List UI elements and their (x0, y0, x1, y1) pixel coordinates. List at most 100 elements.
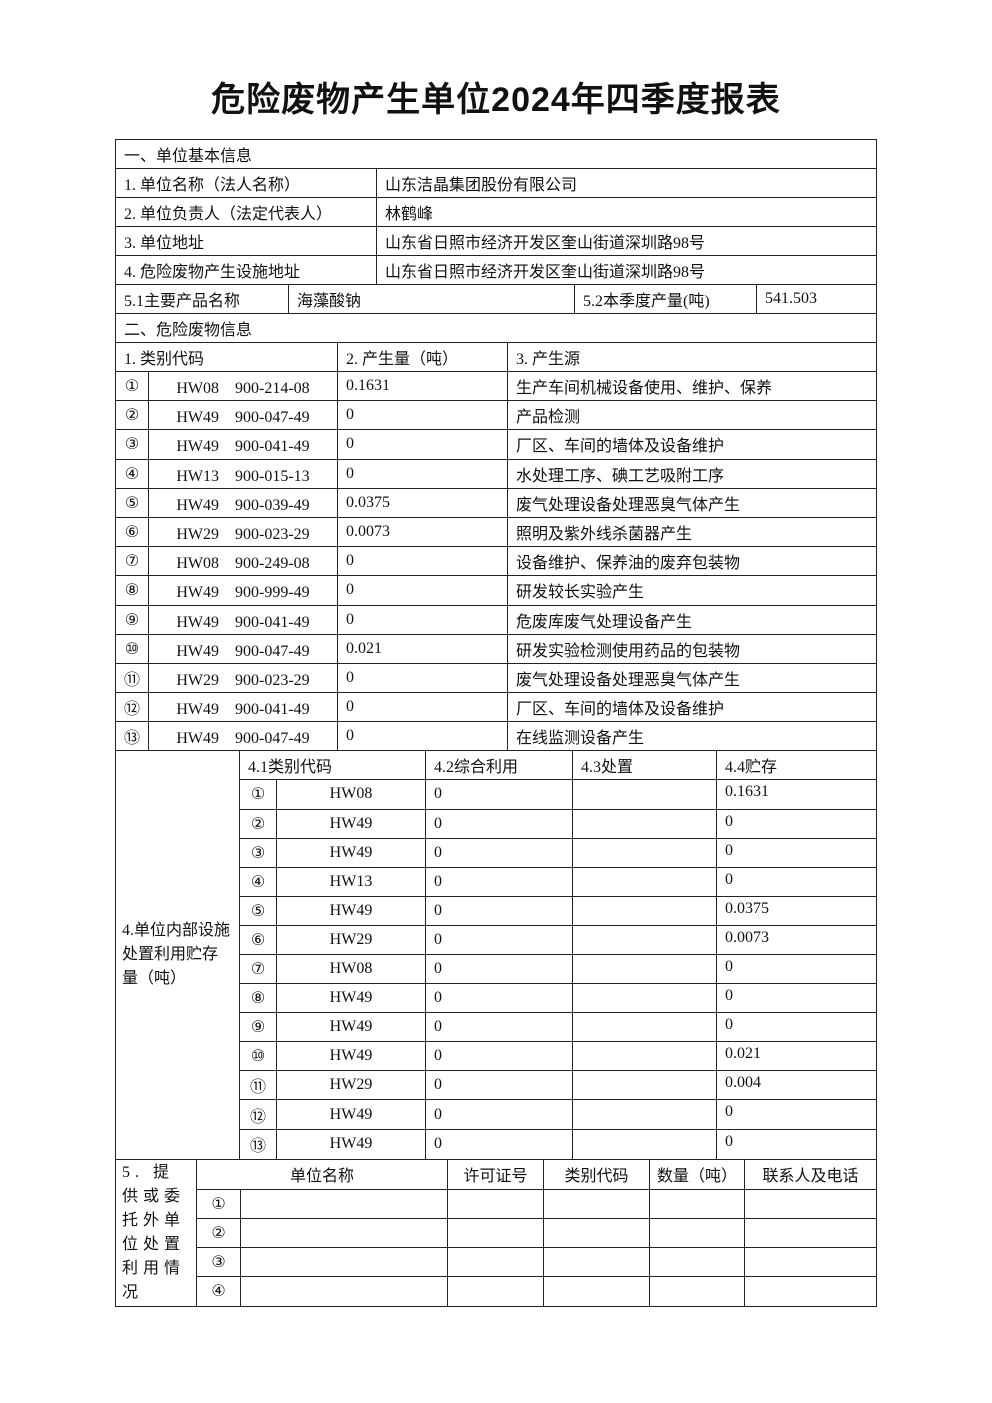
code-cell (544, 1247, 650, 1276)
external-row: ① (197, 1189, 876, 1219)
waste-code: HW49 (277, 838, 426, 867)
waste-code: HW13 (277, 867, 426, 896)
external-row: ② (197, 1218, 876, 1248)
internal-row: ⑤ HW49 0 0.0375 (240, 896, 876, 926)
row-number: ⑩ (240, 1042, 277, 1071)
row-number: ① (116, 372, 149, 401)
external-row: ③ (197, 1247, 876, 1277)
waste-code: HW49 900-047-49 (149, 722, 338, 751)
waste-source: 产品检测 (516, 409, 581, 427)
code-cell (544, 1189, 650, 1218)
internal-row: ③ HW49 0 0 (240, 838, 876, 868)
utilization-value: 0 (426, 809, 573, 838)
storage-value: 0 (725, 812, 733, 830)
row-number: ⑩ (116, 634, 149, 663)
waste-code: HW08 900-249-08 (149, 547, 338, 576)
column-header: 单位名称 (197, 1159, 448, 1189)
waste-source: 厂区、车间的墙体及设备维护 (516, 438, 725, 456)
section-title: 一、单位基本信息 (124, 148, 253, 165)
waste-amount: 0 (338, 576, 508, 605)
row-number: ④ (197, 1276, 241, 1306)
quantity-cell (650, 1218, 745, 1247)
disposal-value (573, 896, 717, 925)
column-header: 类别代码 (544, 1159, 650, 1189)
storage-value: 0 (725, 958, 733, 975)
utilization-value: 0 (426, 780, 573, 809)
disposal-value (573, 780, 717, 809)
waste-code: HW49 (277, 1042, 426, 1071)
field-value: 山东省日照市经济开发区奎山街道深圳路98号 (385, 235, 706, 252)
row-number: ② (197, 1218, 241, 1247)
internal-row: ⑦ HW08 0 0 (240, 955, 876, 985)
waste-code: HW13 900-015-13 (149, 459, 338, 488)
disposal-value (573, 1013, 717, 1042)
unit-name-cell (241, 1276, 448, 1306)
basic-info-row: 4. 危险废物产生设施地址 山东省日照市经济开发区奎山街道深圳路98号 (116, 256, 876, 285)
waste-row: ⑪ HW29 900-023-29 0 废气处理设备处理恶臭气体产生 (116, 663, 876, 694)
unit-name-cell (241, 1189, 448, 1218)
waste-code: HW29 (277, 925, 426, 954)
row-number: ① (240, 780, 277, 809)
permit-cell (448, 1276, 544, 1306)
waste-source: 厂区、车间的墙体及设备维护 (516, 701, 725, 719)
field-label: 1. 单位名称（法人名称） (116, 169, 377, 197)
utilization-value: 0 (426, 1100, 573, 1129)
quantity-cell (650, 1276, 745, 1306)
unit-name-cell (241, 1218, 448, 1247)
field-value: 541.503 (765, 290, 817, 307)
internal-row: ⑨ HW49 0 0 (240, 1013, 876, 1043)
row-number: ④ (240, 867, 277, 896)
column-header: 4.1类别代码 (240, 751, 426, 780)
quantity-cell (650, 1247, 745, 1276)
waste-code: HW29 (277, 1071, 426, 1100)
internal-row: ⑥ HW29 0 0.0073 (240, 925, 876, 955)
disposal-value (573, 867, 717, 896)
waste-code: HW49 900-999-49 (149, 576, 338, 605)
waste-code: HW29 900-023-29 (149, 663, 338, 693)
waste-source: 废气处理设备处理恶臭气体产生 (516, 496, 741, 514)
external-header-row: 单位名称 许可证号 类别代码 数量（吨） 联系人及电话 (197, 1159, 876, 1190)
disposal-value (573, 955, 717, 984)
storage-value: 0.0073 (725, 928, 769, 946)
column-header: 数量（吨） (650, 1159, 745, 1189)
row-number: ⑫ (116, 693, 149, 722)
waste-source: 水处理工序、碘工艺吸附工序 (516, 467, 725, 485)
waste-row: ② HW49 900-047-49 0 产品检测 (116, 401, 876, 431)
waste-code: HW49 900-041-49 (149, 430, 338, 459)
waste-code: HW49 (277, 984, 426, 1013)
basic-info-row: 3. 单位地址 山东省日照市经济开发区奎山街道深圳路98号 (116, 227, 876, 256)
internal-block: 4.单位内部设施处置利用贮存量（吨） 4.1类别代码 4.2综合利用 4.3处置 4.4… (116, 751, 876, 1160)
row-number: ⑨ (116, 605, 149, 634)
column-header: 4.2综合利用 (426, 751, 573, 780)
waste-amount: 0 (338, 547, 508, 576)
utilization-value: 0 (426, 838, 573, 867)
waste-row: ④ HW13 900-015-13 0 水处理工序、碘工艺吸附工序 (116, 459, 876, 489)
internal-row: ⑩ HW49 0 0.021 (240, 1042, 876, 1072)
waste-amount: 0.021 (338, 634, 508, 663)
waste-amount: 0 (338, 722, 508, 751)
waste-code: HW49 900-041-49 (149, 605, 338, 634)
disposal-value (573, 1071, 717, 1100)
field-label: 5.1主要产品名称 (116, 285, 289, 313)
waste-amount: 0 (338, 401, 508, 430)
internal-row: ④ HW13 0 0 (240, 867, 876, 897)
waste-row: ⑩ HW49 900-047-49 0.021 研发实验检测使用药品的包装物 (116, 634, 876, 664)
storage-value: 0.004 (725, 1074, 761, 1092)
waste-row: ⑦ HW08 900-249-08 0 设备维护、保养油的废弃包装物 (116, 547, 876, 577)
waste-row: ⑧ HW49 900-999-49 0 研发较长实验产生 (116, 576, 876, 606)
storage-value: 0 (725, 987, 733, 1005)
waste-amount: 0.0073 (338, 517, 508, 547)
internal-row: ⑧ HW49 0 0 (240, 984, 876, 1014)
row-number: ⑥ (116, 517, 149, 547)
contact-cell (745, 1248, 876, 1276)
row-number: ⑧ (116, 576, 149, 605)
waste-code: HW49 900-047-49 (149, 634, 338, 663)
waste-code: HW49 (277, 809, 426, 838)
row-number: ⑪ (116, 663, 149, 693)
waste-code: HW49 (277, 1013, 426, 1042)
row-number: ⑥ (240, 925, 277, 954)
field-value: 山东洁晶集团股份有限公司 (385, 177, 578, 194)
section-basic-title: 一、单位基本信息 (116, 140, 876, 169)
disposal-value (573, 925, 717, 954)
waste-source: 研发实验检测使用药品的包装物 (516, 642, 741, 660)
